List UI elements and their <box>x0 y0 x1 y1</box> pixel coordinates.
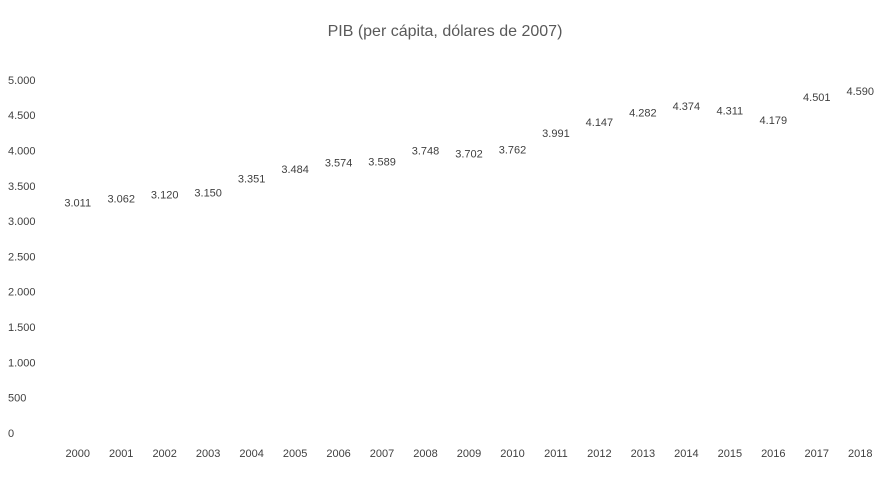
y-tick-label: 4.000 <box>8 146 36 158</box>
x-tick-label: 2013 <box>631 448 655 460</box>
y-tick-label: 1.000 <box>8 357 36 369</box>
x-tick-label: 2011 <box>544 448 568 460</box>
data-label: 3.702 <box>455 149 483 161</box>
x-tick-label: 2014 <box>674 448 698 460</box>
y-tick-label: 3.000 <box>8 216 36 228</box>
data-label: 3.120 <box>151 190 179 202</box>
chart-title: PIB (per cápita, dólares de 2007) <box>328 23 563 40</box>
x-tick-label: 2000 <box>65 448 89 460</box>
x-tick-label: 2007 <box>370 448 394 460</box>
y-tick-label: 4.500 <box>8 110 36 122</box>
x-tick-label: 2018 <box>848 448 872 460</box>
data-label: 4.179 <box>760 115 788 127</box>
data-label: 3.011 <box>64 197 91 209</box>
x-tick-label: 2005 <box>283 448 307 460</box>
data-label: 3.748 <box>412 145 440 157</box>
x-tick-label: 2001 <box>109 448 133 460</box>
y-tick-label: 2.500 <box>8 251 36 263</box>
x-tick-label: 2017 <box>805 448 829 460</box>
y-tick-label: 2.000 <box>8 287 36 299</box>
y-tick-label: 0 <box>8 428 14 440</box>
data-label: 4.501 <box>803 92 831 104</box>
x-tick-label: 2016 <box>761 448 785 460</box>
x-tick-label: 2012 <box>587 448 611 460</box>
data-label: 3.991 <box>542 128 570 140</box>
data-label: 4.590 <box>846 86 874 98</box>
y-tick-label: 1.500 <box>8 322 36 334</box>
x-tick-label: 2002 <box>152 448 176 460</box>
x-tick-label: 2010 <box>500 448 524 460</box>
x-tick-label: 2009 <box>457 448 481 460</box>
y-tick-label: 5.000 <box>8 75 36 87</box>
data-label: 3.062 <box>107 194 135 206</box>
data-label: 3.150 <box>194 188 222 200</box>
data-label: 4.374 <box>673 101 701 113</box>
data-label: 4.311 <box>716 106 743 118</box>
x-tick-label: 2004 <box>239 448 263 460</box>
y-tick-label: 3.500 <box>8 181 36 193</box>
x-tick-label: 2006 <box>326 448 350 460</box>
data-label: 4.282 <box>629 108 657 120</box>
data-label: 4.147 <box>586 117 614 129</box>
data-label: 3.574 <box>325 158 353 170</box>
x-tick-label: 2015 <box>718 448 742 460</box>
data-label: 3.589 <box>368 157 396 169</box>
data-label: 3.351 <box>238 173 266 185</box>
x-tick-label: 2003 <box>196 448 220 460</box>
x-tick-label: 2008 <box>413 448 437 460</box>
data-label: 3.762 <box>499 144 527 156</box>
data-line <box>78 110 861 221</box>
y-tick-label: 500 <box>8 393 26 405</box>
data-label: 3.484 <box>281 164 309 176</box>
